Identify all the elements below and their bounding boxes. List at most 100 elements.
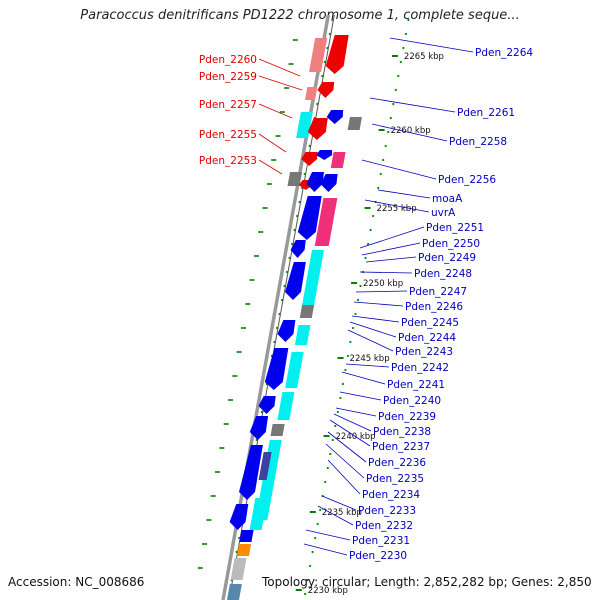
- gene-feature: [347, 117, 362, 130]
- guide-dot: [364, 256, 367, 260]
- gene-leader-right: [364, 199, 430, 213]
- gene-label-left: Pden_2253: [199, 155, 257, 167]
- guide-dot: [377, 186, 380, 190]
- guide-dot: [334, 424, 337, 428]
- gene-label-right: Pden_2238: [373, 426, 431, 438]
- gene-feature: [285, 352, 304, 388]
- gene-leader-right: [305, 529, 351, 541]
- gene-feature: [236, 544, 252, 556]
- kbp-tick-label: 2255 kbp: [377, 204, 417, 214]
- gene-label-right: Pden_2242: [391, 362, 449, 374]
- gene-label-right: Pden_2240: [383, 395, 441, 407]
- gene-label-right: Pden_2256: [438, 174, 496, 186]
- gene-feature: [301, 250, 324, 310]
- left-gene-labels: Pden_2260 Pden_2259 Pden_2257 Pden_2255 Pden…: [199, 54, 303, 175]
- guide-dot: [389, 116, 392, 120]
- gene-leader-right: [347, 329, 394, 352]
- gene-feature: [230, 558, 247, 580]
- gene-leader-right: [341, 371, 386, 385]
- gene-feature: [270, 424, 285, 436]
- gene-label-right: Pden_2250: [422, 238, 480, 250]
- gene-label-right: Pden_2261: [457, 107, 515, 119]
- gene-feature: [314, 198, 338, 246]
- guide-dot: [402, 46, 405, 50]
- gene-feature: [287, 172, 303, 186]
- guide-dot: [349, 340, 352, 344]
- gene-feature: [227, 584, 242, 600]
- gene-label-right: Pden_2264: [475, 47, 533, 59]
- gene-features: [227, 35, 362, 600]
- guide-dot: [356, 298, 360, 302]
- guide-dot: [351, 326, 355, 330]
- gene-feature: [307, 118, 328, 140]
- guide-dot: [346, 354, 349, 358]
- gene-leader-right: [355, 290, 408, 293]
- gene-leader-left: [258, 159, 283, 175]
- gene-leader-right: [339, 391, 382, 401]
- gene-leader-right: [327, 431, 367, 463]
- guide-dot: [309, 564, 312, 568]
- gene-feature: [330, 152, 346, 168]
- guide-dot: [399, 60, 402, 64]
- guide-dot: [336, 410, 339, 414]
- guide-dot: [379, 172, 382, 176]
- gene-label-right: Pden_2231: [352, 535, 410, 547]
- kbp-tick-label: 2235 kbp: [322, 508, 362, 518]
- right-gene-labels: Pden_2264 Pden_2261 Pden_2258 Pden_2256 moaA…: [303, 37, 533, 562]
- gene-feature: [290, 240, 306, 258]
- gene-label-left: Pden_2257: [199, 99, 257, 111]
- gene-leader-right: [325, 443, 365, 479]
- gene-label-right: Pden_2246: [405, 301, 463, 313]
- gene-feature: [285, 262, 306, 300]
- gene-label-right: Pden_2243: [395, 346, 453, 358]
- kbp-tick-label: 2265 kbp: [404, 52, 444, 62]
- gene-leader-right: [345, 363, 390, 368]
- gene-leader-right: [361, 242, 421, 256]
- guide-dot: [369, 228, 372, 232]
- gene-leader-left: [258, 133, 287, 153]
- kbp-tick-label: 2250 kbp: [363, 279, 403, 289]
- gene-leader-right: [327, 459, 361, 495]
- gene-leader-right: [359, 226, 425, 249]
- topology-text: Topology: circular; Length: 2,852,282 bp…: [262, 575, 592, 589]
- gene-feature: [325, 35, 349, 74]
- kbp-tick-label: 2245 kbp: [350, 354, 390, 364]
- guide-dot: [324, 480, 327, 484]
- guide-dot: [326, 466, 329, 470]
- gene-label-right: Pden_2244: [398, 332, 456, 344]
- gene-feature: [309, 38, 328, 72]
- guide-dot: [372, 214, 375, 218]
- gene-feature: [306, 172, 325, 192]
- gene-label-right: Pden_2236: [368, 457, 426, 469]
- gene-label-right: Pden_2251: [426, 222, 484, 234]
- gene-leader-right: [369, 97, 456, 113]
- gene-label-right: Pden_2241: [387, 379, 445, 391]
- gene-label-right: Pden_2230: [349, 550, 407, 562]
- gene-label-right: Pden_2232: [355, 520, 413, 532]
- gene-leader-right: [349, 321, 397, 338]
- gene-feature: [277, 320, 296, 342]
- guide-dot: [306, 578, 309, 582]
- gene-label-right: Pden_2233: [358, 505, 416, 517]
- gene-feature: [294, 325, 311, 345]
- gene-feature: [258, 452, 272, 480]
- gene-feature: [264, 348, 289, 390]
- gene-leader-right: [303, 543, 348, 556]
- guide-dot: [407, 18, 410, 22]
- gene-feature: [229, 504, 249, 530]
- gene-label-right: uvrA: [431, 207, 456, 219]
- gene-leader-right: [321, 495, 357, 511]
- guide-dot: [316, 522, 319, 526]
- guide-dot: [319, 508, 322, 512]
- gene-leader-right: [361, 159, 437, 180]
- guide-dot: [314, 536, 317, 540]
- gene-feature: [301, 152, 318, 166]
- gene-feature: [249, 498, 268, 530]
- gene-feature: [277, 392, 295, 420]
- gene-leader-right: [317, 505, 354, 526]
- guide-dot: [331, 438, 334, 442]
- gene-label-right: Pden_2258: [449, 136, 507, 148]
- gene-label-right: moaA: [432, 193, 463, 205]
- gene-feature: [326, 110, 344, 124]
